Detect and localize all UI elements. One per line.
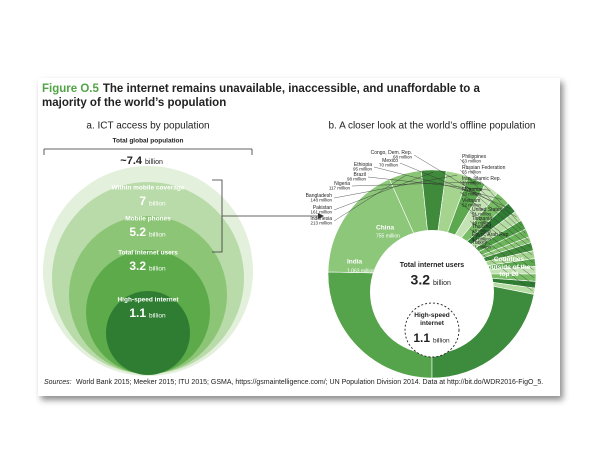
total-unit: billion — [145, 159, 163, 166]
country-label: Philippines — [462, 154, 487, 160]
inner-label: High-speed internet — [414, 312, 450, 327]
segment-value: 755 million — [376, 233, 400, 239]
leader-line — [373, 166, 502, 200]
country-label: Russian Federation — [462, 165, 506, 171]
circle-value: 1.1 — [129, 306, 146, 320]
country-value: 63 million — [462, 159, 482, 164]
leader-line — [469, 244, 533, 292]
country-value: 117 million — [329, 186, 351, 191]
country-value: 98 million — [347, 177, 367, 182]
country-value: 213 million — [310, 221, 332, 226]
country-value: 39 million — [462, 181, 482, 186]
leader-line — [413, 154, 517, 218]
circle-label: Within mobile coverage — [112, 185, 185, 192]
segment-label: China — [376, 225, 394, 232]
segment-value: 1,063 million — [347, 268, 375, 274]
country-value: 95 million — [353, 167, 373, 172]
country-value: 70 million — [379, 163, 399, 168]
leader-line — [459, 180, 529, 241]
segment-label: India — [347, 259, 363, 266]
leader-line — [367, 176, 491, 191]
country-label: Mexico — [382, 158, 398, 164]
circle-unit: billion — [149, 266, 166, 273]
segment-label: Countries outside of the top 20 — [487, 256, 531, 278]
country-value: 41 million — [472, 245, 492, 250]
country-label: Nigeria — [334, 181, 350, 187]
leader-line — [459, 202, 533, 256]
figure-title: The internet remains unavailable, inacce… — [42, 83, 480, 109]
country-value: 55 million — [462, 170, 482, 175]
circle-unit: billion — [149, 313, 166, 320]
total-label: Total global population — [112, 138, 183, 145]
leader-line — [469, 228, 535, 278]
country-label: Egypt, Arab Rep. — [472, 232, 510, 238]
inner-circle — [404, 302, 460, 358]
bracket — [212, 179, 318, 253]
country-value: 53 million — [462, 192, 482, 197]
segment-label-box: Countries outside of the top 20 — [487, 256, 531, 278]
country-label: Ethiopia — [354, 162, 372, 168]
inner-unit: billion — [433, 338, 450, 345]
leader-line — [351, 181, 477, 187]
country-label: Bangladesh — [306, 193, 333, 199]
circle-value: 3.2 — [129, 259, 146, 273]
country-label: United States — [472, 207, 503, 213]
leader-line — [459, 191, 531, 248]
leader-line — [469, 211, 534, 263]
country-label: Indonesia — [310, 216, 332, 222]
arrow-head — [318, 213, 324, 219]
circle-label: Total internet users — [118, 250, 178, 257]
leader-line — [333, 174, 458, 199]
access-circle — [106, 291, 190, 375]
country-value: 68 million — [393, 155, 413, 160]
sources-label: Sources: — [44, 379, 72, 386]
leader-line — [459, 158, 522, 226]
circle-label: Mobile phones — [125, 216, 171, 223]
leader-line — [469, 236, 534, 285]
panel-a-title: a. ICT access by population — [86, 121, 209, 132]
sources-text: World Bank 2015; Meeker 2015; ITU 2015; … — [76, 379, 543, 386]
country-label: Congo, Dem. Rep. — [371, 150, 412, 156]
country-label: Iran, Islamic Rep. — [462, 176, 501, 182]
country-value: 43 million — [472, 237, 492, 242]
circle-unit: billion — [149, 232, 166, 239]
leader-line — [459, 169, 526, 234]
circle-unit: billion — [149, 201, 166, 208]
center-circle — [370, 230, 494, 354]
country-value: 148 million — [310, 198, 332, 203]
country-value: 51 million — [472, 212, 492, 217]
country-label: Tanzania — [472, 216, 492, 222]
figure-label: Figure O.5 — [42, 83, 99, 95]
country-label: Myanmar — [462, 187, 483, 193]
total-value: ~7.4 — [120, 155, 143, 167]
country-label: Turkey — [472, 240, 488, 246]
leader-line — [469, 220, 535, 271]
circle-value: 5.2 — [129, 225, 146, 239]
panel-b-title: b. A closer look at the world’s offline … — [329, 121, 536, 132]
center-value: 3.2 — [411, 272, 431, 288]
country-label: Pakistan — [313, 205, 332, 211]
center-unit: billion — [433, 280, 451, 287]
circle-label: High-speed internet — [117, 297, 179, 304]
leader-line — [333, 171, 434, 211]
country-value: 48 million — [472, 229, 492, 234]
country-label: Vietnam — [462, 198, 480, 204]
figure-title-block: Figure O.5 The internet remains unavailab… — [42, 82, 512, 110]
inner-value: 1.1 — [413, 331, 430, 345]
circle-value: 7 — [139, 194, 146, 208]
country-value: 49 million — [472, 221, 492, 226]
country-value: 161 million — [310, 210, 332, 215]
country-label: Thailand — [472, 224, 491, 230]
center-label: Total internet users — [400, 262, 465, 269]
country-label: Brazil — [353, 172, 366, 178]
inner-label-box: High-speed internet — [414, 312, 450, 327]
country-value: 52 million — [462, 203, 482, 208]
leader-line — [333, 175, 406, 222]
